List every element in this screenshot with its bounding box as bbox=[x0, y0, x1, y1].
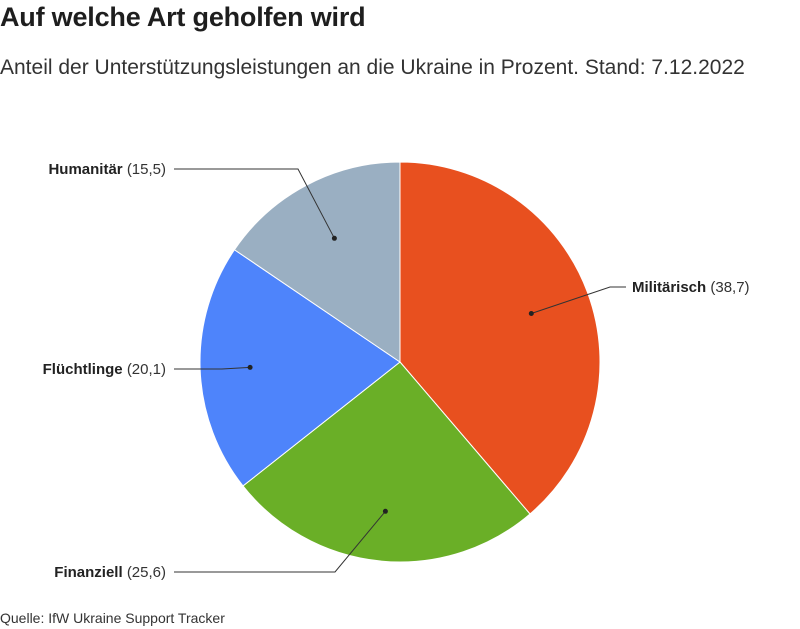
pie-chart: Militärisch (38,7) Finanziell (25,6) Flüch… bbox=[43, 161, 750, 581]
chart-subtitle: Anteil der Unterstützungsleistungen an d… bbox=[0, 56, 745, 79]
slice-label-value: (20,1) bbox=[127, 361, 166, 378]
leader-line-militärisch bbox=[531, 286, 626, 314]
slice-label-value: (15,5) bbox=[127, 161, 166, 178]
leader-line-finanziell bbox=[174, 510, 386, 573]
leader-dot-humanitär bbox=[331, 235, 337, 241]
leader-line-humanitär bbox=[174, 168, 335, 239]
slice-label-humanitär: Humanitär (15,5) bbox=[48, 161, 166, 178]
leader-dot-militärisch bbox=[528, 311, 534, 316]
slice-label-name: Flüchtlinge bbox=[43, 361, 127, 378]
leader-dot-finanziell bbox=[382, 508, 388, 514]
slice-label-finanziell: Finanziell (25,6) bbox=[54, 564, 166, 581]
pie-slice-finanziell bbox=[242, 361, 531, 563]
slice-label-flüchtlinge: Flüchtlinge (20,1) bbox=[43, 361, 166, 378]
slice-label-militärisch: Militärisch (38,7) bbox=[632, 279, 750, 296]
leader-dot-flüchtlinge bbox=[247, 364, 253, 370]
leader-line-flüchtlinge bbox=[174, 366, 251, 370]
pie-labels: Militärisch (38,7) Finanziell (25,6) Flüch… bbox=[43, 161, 750, 581]
slice-label-value: (25,6) bbox=[127, 564, 166, 581]
slice-label-value: (38,7) bbox=[710, 279, 749, 296]
source-note: Quelle: IfW Ukraine Support Tracker bbox=[0, 610, 225, 626]
pie-slice-militärisch bbox=[399, 161, 601, 515]
slice-label-name: Militärisch bbox=[632, 279, 710, 296]
pie-slices bbox=[199, 161, 601, 563]
slice-label-name: Finanziell bbox=[54, 564, 127, 581]
chart-title: Auf welche Art geholfen wird bbox=[0, 2, 366, 32]
slice-label-name: Humanitär bbox=[48, 161, 126, 178]
